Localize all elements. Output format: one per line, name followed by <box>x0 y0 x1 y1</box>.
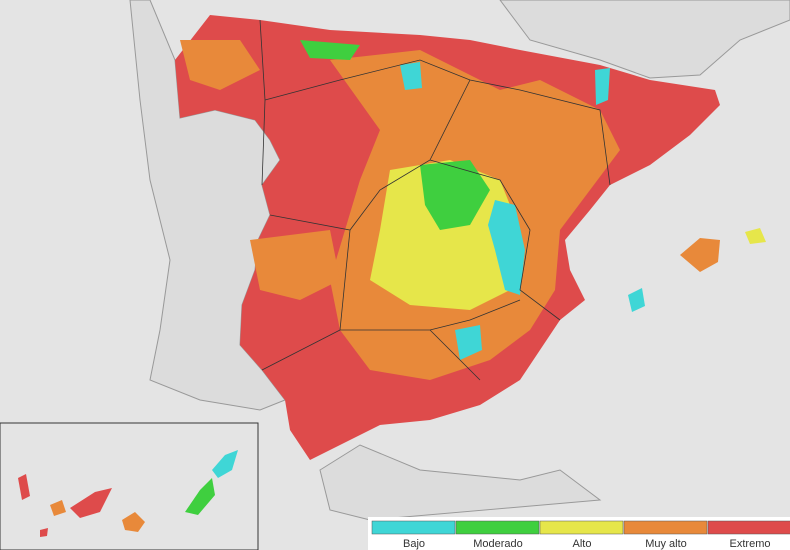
cyan-zone <box>455 325 482 360</box>
legend-swatch <box>623 520 708 535</box>
legend-label: Muy alto <box>645 538 687 550</box>
island <box>185 478 215 515</box>
legend: Bajo Moderado Alto Muy alto Extremo <box>368 517 790 550</box>
island <box>40 528 48 537</box>
cyan-zone <box>400 62 422 90</box>
cyan-zone <box>488 200 525 295</box>
green-zone <box>420 160 490 230</box>
legend-swatch <box>539 520 624 535</box>
island <box>212 450 238 478</box>
legend-label: Extremo <box>730 538 771 550</box>
island <box>680 238 720 272</box>
legend-label: Moderado <box>473 538 523 550</box>
island <box>70 488 112 518</box>
region-border <box>259 19 611 381</box>
legend-swatch <box>371 520 456 535</box>
legend-swatch <box>455 520 540 535</box>
orange-zone <box>250 230 340 300</box>
inset-frame <box>0 422 259 550</box>
legend-label: Bajo <box>403 538 425 550</box>
cyan-zone <box>595 68 610 105</box>
legend-label: Alto <box>573 538 592 550</box>
africa <box>319 444 602 521</box>
island <box>122 512 145 532</box>
island <box>50 500 66 516</box>
green-zone <box>300 40 360 60</box>
island <box>745 228 766 244</box>
legend-swatch <box>707 520 790 535</box>
france <box>499 0 790 79</box>
orange-zone <box>180 40 260 90</box>
island <box>18 474 30 500</box>
island <box>628 288 645 312</box>
